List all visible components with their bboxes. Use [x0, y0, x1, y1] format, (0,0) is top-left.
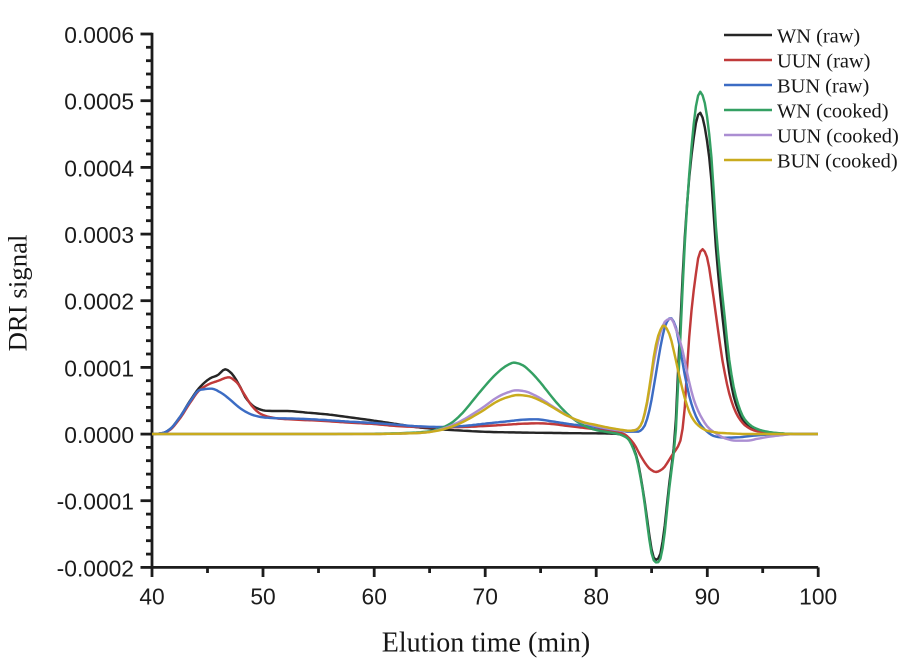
svg-text:0.0005: 0.0005	[64, 89, 134, 115]
svg-text:40: 40	[139, 584, 164, 610]
svg-text:80: 80	[584, 584, 609, 610]
svg-text:BUN (raw): BUN (raw)	[777, 76, 869, 98]
svg-text:70: 70	[473, 584, 498, 610]
svg-text:DRI signal: DRI signal	[3, 235, 33, 352]
svg-text:-0.0001: -0.0001	[57, 489, 134, 515]
svg-text:0.0002: 0.0002	[64, 289, 134, 315]
svg-text:100: 100	[799, 584, 837, 610]
svg-text:-0.0002: -0.0002	[57, 555, 134, 581]
svg-text:50: 50	[250, 584, 275, 610]
svg-text:0.0000: 0.0000	[64, 422, 134, 448]
svg-text:BUN (cooked): BUN (cooked)	[777, 151, 898, 173]
svg-text:WN (raw): WN (raw)	[777, 26, 860, 48]
svg-text:0.0004: 0.0004	[64, 155, 134, 181]
svg-text:60: 60	[362, 584, 387, 610]
svg-text:WN (cooked): WN (cooked)	[777, 101, 889, 123]
svg-text:UUN (cooked): UUN (cooked)	[777, 126, 899, 148]
svg-text:Elution time (min): Elution time (min)	[382, 628, 590, 659]
svg-text:0.0003: 0.0003	[64, 222, 134, 248]
svg-text:0.0001: 0.0001	[64, 355, 134, 381]
svg-text:UUN (raw): UUN (raw)	[777, 51, 870, 73]
svg-text:90: 90	[695, 584, 720, 610]
svg-text:0.0006: 0.0006	[64, 22, 134, 48]
